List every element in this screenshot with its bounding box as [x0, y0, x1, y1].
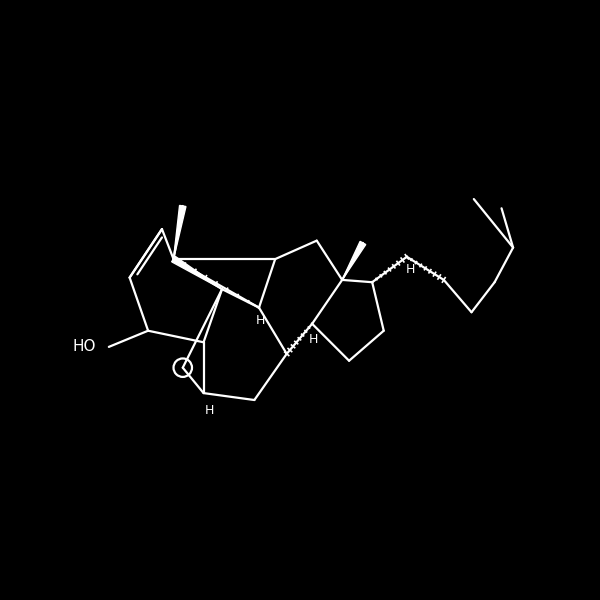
Text: H: H [406, 263, 415, 276]
Polygon shape [173, 205, 186, 259]
Text: H: H [308, 332, 318, 346]
Polygon shape [342, 241, 366, 280]
Polygon shape [172, 256, 222, 289]
Text: H: H [205, 404, 214, 416]
Text: HO: HO [73, 340, 96, 355]
Text: H: H [256, 314, 265, 327]
